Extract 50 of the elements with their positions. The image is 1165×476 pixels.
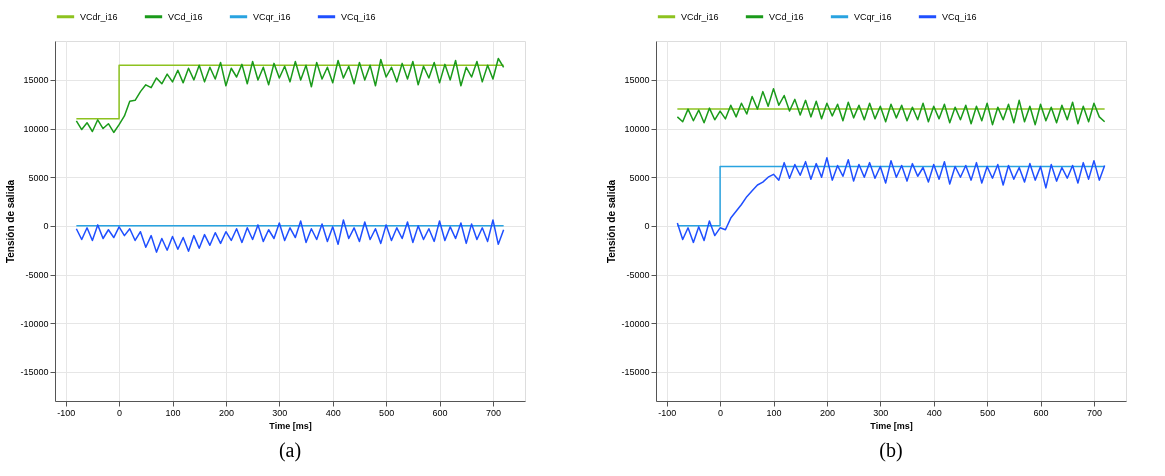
y-tick-label: -5000 bbox=[626, 270, 650, 281]
x-tick-label: -100 bbox=[658, 407, 677, 418]
line-series bbox=[75, 57, 505, 134]
legend-label: VCq_i16 bbox=[341, 11, 376, 22]
y-tick-label: -5000 bbox=[25, 270, 49, 281]
line-series bbox=[676, 157, 1106, 244]
legend-label: VCd_i16 bbox=[168, 11, 203, 22]
x-tick-label: 0 bbox=[718, 407, 724, 418]
y-tick-label: -10000 bbox=[621, 318, 650, 329]
x-tick-label: 600 bbox=[1033, 407, 1049, 418]
legend-label: VCqr_i16 bbox=[253, 11, 291, 22]
x-tick-label: 100 bbox=[165, 407, 181, 418]
text: (b) bbox=[879, 439, 903, 462]
x-tick-label: 300 bbox=[272, 407, 288, 418]
legend-label: VCdr_i16 bbox=[681, 11, 719, 22]
x-tick-label: 700 bbox=[1086, 407, 1102, 418]
legend-label: VCq_i16 bbox=[942, 11, 977, 22]
y-tick-label: 15000 bbox=[624, 75, 650, 86]
legend-label: VCd_i16 bbox=[769, 11, 804, 22]
legend-label: VCdr_i16 bbox=[80, 11, 118, 22]
x-tick-label: 400 bbox=[325, 407, 341, 418]
y-tick-label: -15000 bbox=[20, 367, 49, 378]
y-tick-label: 0 bbox=[644, 221, 650, 232]
x-tick-label: 0 bbox=[117, 407, 123, 418]
line-series bbox=[75, 219, 505, 253]
x-tick-label: 600 bbox=[432, 407, 448, 418]
text: (a) bbox=[278, 439, 302, 462]
x-tick-label: 200 bbox=[819, 407, 835, 418]
y-tick-label: 5000 bbox=[629, 172, 650, 183]
x-tick-label: 400 bbox=[926, 407, 942, 418]
y-axis-title: Tensión de salida bbox=[5, 179, 17, 264]
y-tick-label: 10000 bbox=[624, 124, 650, 135]
y-axis-title: Tensión de salida bbox=[606, 179, 618, 264]
y-tick-label: 0 bbox=[43, 221, 49, 232]
x-tick-label: 100 bbox=[766, 407, 782, 418]
x-tick-label: 500 bbox=[379, 407, 395, 418]
y-tick-label: 5000 bbox=[28, 172, 49, 183]
x-tick-label: 700 bbox=[485, 407, 501, 418]
y-tick-label: 15000 bbox=[23, 75, 49, 86]
x-axis-title: Time [ms] bbox=[269, 420, 312, 431]
x-tick-label: 500 bbox=[980, 407, 996, 418]
legend-label: VCqr_i16 bbox=[854, 11, 892, 22]
x-tick-label: 200 bbox=[218, 407, 234, 418]
y-tick-label: 10000 bbox=[23, 124, 49, 135]
x-tick-label: -100 bbox=[57, 407, 76, 418]
x-tick-label: 300 bbox=[873, 407, 889, 418]
x-axis-title: Time [ms] bbox=[870, 420, 913, 431]
y-tick-label: -15000 bbox=[621, 367, 650, 378]
y-tick-label: -10000 bbox=[20, 318, 49, 329]
line-series bbox=[676, 87, 1106, 126]
